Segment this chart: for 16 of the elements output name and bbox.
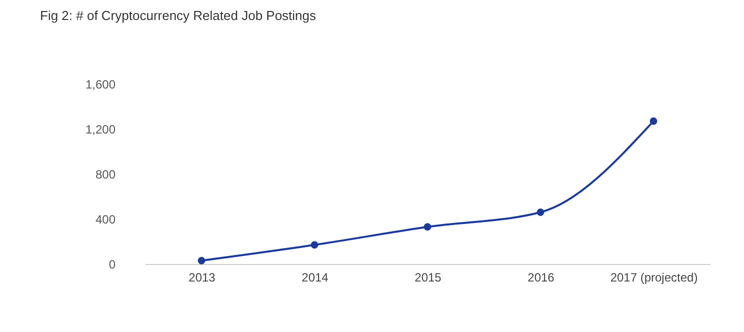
y-tick-label: 800 bbox=[95, 168, 116, 182]
y-tick-label: 400 bbox=[95, 212, 116, 226]
x-tick-label: 2013 bbox=[188, 270, 216, 284]
x-tick-label: 2014 bbox=[302, 270, 329, 284]
chart-title: Fig 2: # of Cryptocurrency Related Job Postings bbox=[40, 8, 317, 23]
point bbox=[310, 241, 318, 249]
point bbox=[424, 223, 432, 231]
point bbox=[198, 256, 206, 264]
y-tick-label: 1,200 bbox=[85, 122, 116, 136]
x-tick-label: 2017 (projected) bbox=[610, 270, 698, 284]
x-tick-label: 2015 bbox=[414, 270, 442, 284]
point bbox=[650, 117, 658, 125]
y-tick-label: 1,600 bbox=[85, 78, 116, 92]
y-tick-label: 0 bbox=[108, 258, 116, 272]
x-tick-label: 2016 bbox=[528, 270, 555, 284]
point bbox=[536, 208, 544, 216]
